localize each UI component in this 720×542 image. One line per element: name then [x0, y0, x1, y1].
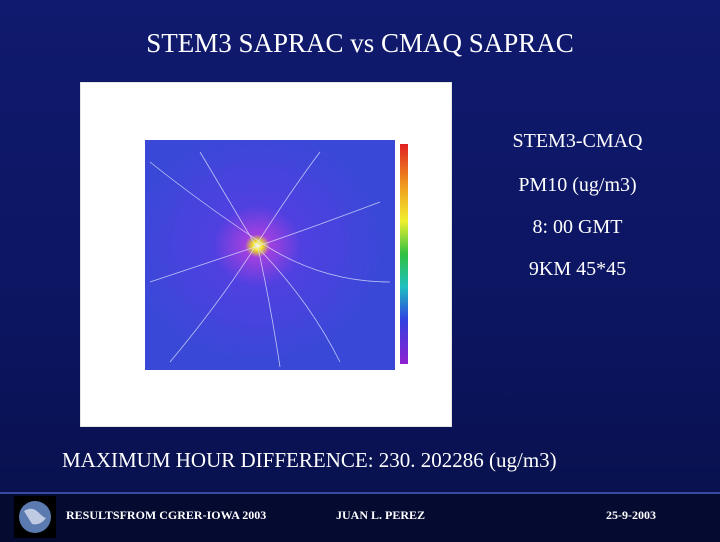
panel-line: 9KM 45*45 [528, 258, 627, 280]
panel-line: 8: 00 GMT [532, 216, 623, 238]
panel-line: PM10 (ug/m3) [518, 174, 637, 196]
slide-title: STEM3 SAPRAC vs CMAQ SAPRAC [146, 28, 574, 58]
summary-text: MAXIMUM HOUR DIFFERENCE: 230. 202286 (ug… [62, 448, 557, 472]
footer-left: RESULTSFROM CGRER-IOWA 2003 [66, 508, 267, 522]
footer-bar [0, 492, 720, 542]
footer-right: 25-9-2003 [606, 508, 656, 522]
globe-icon [14, 496, 56, 538]
footer-center: JUAN L. PEREZ [336, 508, 426, 522]
map-image [80, 82, 452, 427]
panel-line: STEM3-CMAQ [512, 130, 643, 152]
